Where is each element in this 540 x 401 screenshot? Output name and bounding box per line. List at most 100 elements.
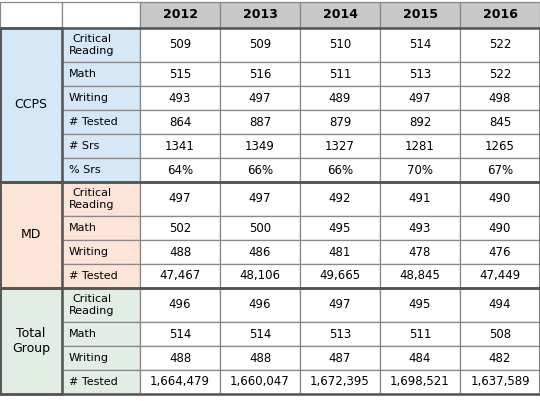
Bar — [460, 62, 540, 86]
Bar — [460, 110, 540, 134]
Bar — [300, 110, 380, 134]
Bar — [220, 86, 300, 110]
Text: Critical
Reading: Critical Reading — [69, 34, 114, 56]
Bar — [0, 182, 540, 288]
Text: 64%: 64% — [167, 164, 193, 176]
Bar — [380, 86, 460, 110]
Bar — [460, 158, 540, 182]
Text: # Tested: # Tested — [69, 377, 118, 387]
Text: 48,106: 48,106 — [240, 269, 280, 282]
Bar — [460, 322, 540, 346]
Text: Math: Math — [69, 69, 97, 79]
Bar — [380, 62, 460, 86]
Bar — [62, 288, 140, 322]
Bar — [220, 62, 300, 86]
Text: 1,664,479: 1,664,479 — [150, 375, 210, 389]
Bar — [0, 288, 62, 394]
Text: 496: 496 — [168, 298, 191, 312]
Bar — [380, 216, 460, 240]
Bar — [62, 322, 140, 346]
Text: 515: 515 — [169, 67, 191, 81]
Bar — [300, 182, 380, 216]
Text: 1349: 1349 — [245, 140, 275, 152]
Text: 497: 497 — [249, 91, 271, 105]
Text: # Tested: # Tested — [69, 271, 118, 281]
Bar — [140, 134, 220, 158]
Text: 488: 488 — [169, 352, 191, 365]
Bar — [460, 288, 540, 322]
Bar — [62, 216, 140, 240]
Text: Critical
Reading: Critical Reading — [69, 188, 114, 210]
Bar — [460, 134, 540, 158]
Bar — [380, 158, 460, 182]
Bar — [220, 110, 300, 134]
Bar — [300, 240, 380, 264]
Bar — [460, 182, 540, 216]
Bar — [380, 264, 460, 288]
Text: 511: 511 — [409, 328, 431, 340]
Bar — [62, 62, 140, 86]
Bar — [220, 322, 300, 346]
Text: 2012: 2012 — [163, 8, 198, 22]
Bar — [220, 182, 300, 216]
Bar — [140, 264, 220, 288]
Bar — [460, 28, 540, 62]
Text: 514: 514 — [169, 328, 191, 340]
Text: 482: 482 — [489, 352, 511, 365]
Text: 47,449: 47,449 — [480, 269, 521, 282]
Bar — [140, 288, 220, 322]
Text: 864: 864 — [169, 115, 191, 128]
Text: Math: Math — [69, 329, 97, 339]
Bar — [220, 346, 300, 370]
Bar — [460, 2, 540, 28]
Bar — [380, 288, 460, 322]
Bar — [220, 370, 300, 394]
Text: 509: 509 — [249, 38, 271, 51]
Bar — [62, 264, 140, 288]
Bar — [300, 322, 380, 346]
Bar — [0, 28, 540, 182]
Text: 516: 516 — [249, 67, 271, 81]
Bar — [140, 370, 220, 394]
Bar — [0, 288, 540, 394]
Text: 490: 490 — [489, 192, 511, 205]
Text: 1,660,047: 1,660,047 — [230, 375, 290, 389]
Text: 495: 495 — [329, 221, 351, 235]
Text: 1265: 1265 — [485, 140, 515, 152]
Bar — [380, 2, 460, 28]
Text: 49,665: 49,665 — [320, 269, 361, 282]
Bar — [220, 288, 300, 322]
Text: 892: 892 — [409, 115, 431, 128]
Text: 481: 481 — [329, 245, 351, 259]
Text: 488: 488 — [249, 352, 271, 365]
Bar — [140, 28, 220, 62]
Text: 2014: 2014 — [322, 8, 357, 22]
Text: 497: 497 — [409, 91, 431, 105]
Bar — [140, 182, 220, 216]
Text: 1281: 1281 — [405, 140, 435, 152]
Text: 513: 513 — [329, 328, 351, 340]
Bar — [460, 240, 540, 264]
Text: 493: 493 — [169, 91, 191, 105]
Text: MD: MD — [21, 229, 41, 241]
Bar — [0, 182, 62, 288]
Bar — [300, 158, 380, 182]
Text: 522: 522 — [489, 38, 511, 51]
Bar — [300, 264, 380, 288]
Bar — [62, 182, 140, 216]
Bar — [140, 110, 220, 134]
Text: 511: 511 — [329, 67, 351, 81]
Text: 498: 498 — [489, 91, 511, 105]
Text: 66%: 66% — [327, 164, 353, 176]
Bar — [220, 158, 300, 182]
Bar — [300, 288, 380, 322]
Text: 514: 514 — [409, 38, 431, 51]
Text: Writing: Writing — [69, 247, 109, 257]
Text: 67%: 67% — [487, 164, 513, 176]
Bar — [62, 110, 140, 134]
Bar — [140, 346, 220, 370]
Text: 1,672,395: 1,672,395 — [310, 375, 370, 389]
Text: 500: 500 — [249, 221, 271, 235]
Bar — [300, 28, 380, 62]
Text: 522: 522 — [489, 67, 511, 81]
